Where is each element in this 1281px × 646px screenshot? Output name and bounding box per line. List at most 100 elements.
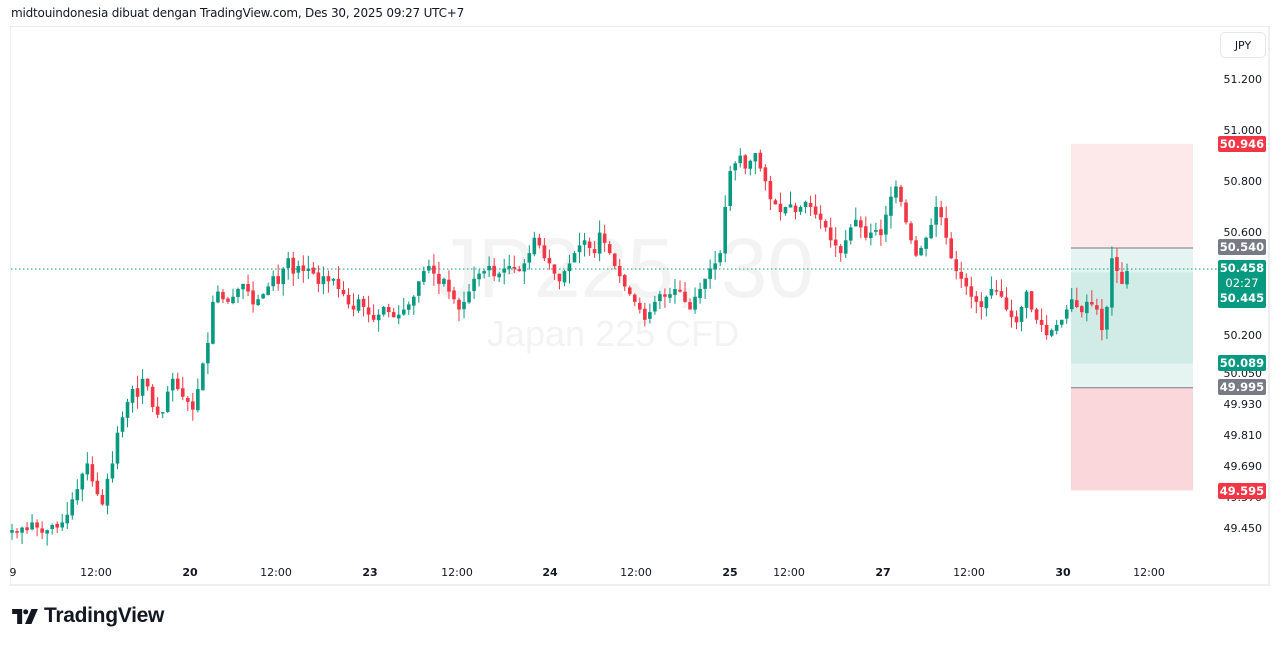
candle-body [191, 401, 195, 410]
candlestick-series[interactable] [10, 148, 1129, 546]
candle-body [884, 214, 888, 235]
candle-body [231, 296, 235, 304]
candle-body [879, 229, 883, 236]
candle-body [120, 417, 125, 432]
candle-body [185, 397, 190, 402]
candle-body [833, 239, 838, 246]
candle-body [788, 204, 793, 208]
candle-body [939, 207, 943, 218]
candle-body [386, 307, 391, 313]
candle-body [1074, 300, 1079, 307]
candle-body [20, 527, 24, 533]
candle-body [311, 267, 316, 274]
time-tick-label: 12:00 [260, 566, 292, 579]
price-tick-label: 51.000 [1224, 124, 1263, 137]
candle-body [261, 294, 265, 299]
candle-body [838, 246, 843, 254]
last-price-value: 50.458 [1219, 261, 1265, 275]
candle-body [251, 290, 255, 305]
candle-body [693, 296, 697, 310]
candle-body [356, 299, 361, 311]
long-position-tool[interactable] [1071, 143, 1193, 491]
candle-body [959, 271, 964, 279]
candle-body [999, 291, 1004, 297]
candle-body [155, 406, 160, 415]
time-tick-label: 12:00 [620, 566, 652, 579]
candle-body [944, 218, 948, 238]
candle-body [1014, 316, 1019, 323]
candle-body [492, 265, 496, 277]
price-tick-label: 51.200 [1224, 73, 1263, 86]
candle-body [843, 240, 848, 254]
price-tick-label: 49.930 [1224, 398, 1263, 411]
candle-body [432, 265, 436, 274]
candle-body [934, 206, 938, 225]
candle-body [241, 283, 245, 290]
candle-body [50, 525, 54, 529]
bar-countdown: 02:27 [1225, 276, 1259, 290]
candle-body [25, 527, 29, 531]
candle-body [125, 401, 130, 418]
candle-body [994, 290, 999, 292]
candle-body [673, 289, 677, 295]
candle-body [803, 201, 808, 208]
candle-body [763, 167, 768, 182]
candle-body [1100, 308, 1104, 331]
candle-body [1095, 305, 1099, 310]
candle-body [401, 309, 406, 315]
candle-body [361, 298, 366, 307]
candle-body [105, 478, 110, 506]
candle-body [688, 302, 692, 310]
time-tick-label: 12:00 [80, 566, 112, 579]
time-tick-label: 12:00 [953, 566, 985, 579]
candle-body [1125, 271, 1129, 285]
time-axis[interactable]: 9 12:00 20 12:00 23 12:00 24 12:00 25 12:00 27 12:0… [10, 566, 1165, 579]
candle-body [487, 265, 491, 271]
candle-body [236, 289, 240, 297]
candle-body [467, 291, 471, 303]
candle-body [597, 232, 602, 254]
candle-body [336, 278, 341, 290]
candle-body [1110, 258, 1114, 308]
candle-body [40, 528, 44, 533]
currency-button[interactable]: JPY [1220, 32, 1266, 58]
candle-body [90, 464, 95, 482]
candle-body [442, 278, 446, 285]
candle-body [557, 273, 562, 282]
tradingview-logo[interactable]: TradingView [12, 604, 164, 628]
candle-body [768, 180, 773, 200]
candle-body [145, 378, 150, 387]
candle-body [894, 186, 898, 198]
chart-caption: midtouindonesia dibuat dengan TradingVie… [11, 6, 465, 20]
candle-body [351, 305, 356, 310]
candle-body [417, 281, 421, 296]
candle-body [527, 253, 532, 263]
time-tick-label: 12:00 [773, 566, 805, 579]
candle-body [592, 249, 597, 254]
candle-body [180, 388, 185, 397]
candle-body [100, 494, 105, 505]
candle-body [452, 290, 456, 300]
candle-body [462, 301, 466, 310]
candle-body [316, 272, 321, 284]
candle-body [286, 258, 291, 269]
candle-body [291, 257, 296, 274]
candle-body [658, 294, 662, 302]
candle-body [964, 277, 969, 287]
candle-body [256, 299, 260, 306]
candle-body [909, 223, 913, 241]
candle-body [201, 363, 205, 391]
candle-body [547, 258, 552, 264]
candle-body [406, 304, 411, 310]
stop-loss-price-tag: 49.595 [1218, 483, 1266, 499]
candle-body [296, 265, 301, 273]
price-axis[interactable]: 51.20051.00050.80050.60050.20050.05049.9… [1224, 73, 1263, 535]
candle-body [110, 463, 115, 479]
time-tick-label: 12:00 [1133, 566, 1165, 579]
candle-body [683, 291, 687, 302]
candle-body [989, 289, 994, 296]
candle-body [808, 203, 813, 207]
candle-body [85, 463, 90, 475]
candle-body [1039, 319, 1044, 325]
